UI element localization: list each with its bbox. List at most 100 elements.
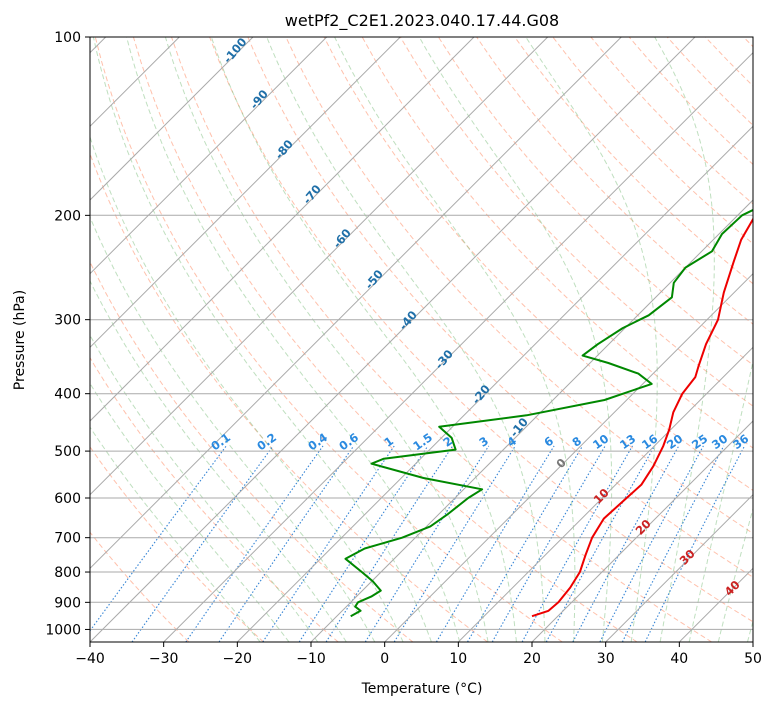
y-tick-label: 200 [54,208,81,224]
moist-adiabat [90,426,261,642]
mixing-ratio-label: 8 [569,434,584,450]
moist-adiabat-label: 10 [591,486,612,507]
dry-adiabat [132,37,638,642]
mixing-ratio-line [262,445,395,642]
isotherm [236,125,753,642]
x-tick-label: 0 [380,651,389,667]
dry-adiabat [399,37,753,407]
isotherm [310,199,753,642]
dry-adiabat [90,260,414,642]
dry-adiabat [514,37,753,285]
moist-adiabat [90,215,376,642]
x-tick-label: 40 [670,651,688,667]
isotherm [605,493,753,642]
mixing-ratio-label: 0.1 [208,430,233,453]
grid-lines [90,37,753,642]
moist-adiabat [210,37,517,642]
temperature-line [531,217,753,618]
dry-adiabat [476,37,753,325]
isotherm [90,37,549,496]
mixing-ratio-line [364,445,490,642]
isotherm [90,37,401,349]
y-tick-label: 500 [54,444,81,460]
mixing-ratio-label: 25 [689,431,710,452]
moist-adiabat-label: 40 [722,578,743,599]
mixing-ratio-line [467,445,584,642]
isotherm [90,37,696,642]
isotherm [457,346,753,642]
dry-adiabat-label: -30 [432,347,456,372]
moist-adiabat [525,37,658,642]
mixing-ratio-label: 13 [617,431,638,452]
dry-adiabat [90,356,339,642]
moist-adiabat [126,37,461,642]
x-tick-label: 10 [449,651,467,667]
dry-adiabat [209,37,753,623]
isotherm [384,272,753,642]
dry-adiabat-label: -40 [396,308,420,333]
isotherm [90,37,254,201]
dry-adiabat [323,37,753,491]
y-tick-label: 700 [54,531,81,547]
isotherm [163,51,753,642]
dry-adiabat [247,37,753,578]
isotherm [90,37,475,422]
moist-adiabat-label: 0 [553,455,569,471]
dry-adiabat [171,37,712,642]
moist-adiabat [654,37,715,642]
mixing-ratio-line [185,445,324,642]
dry-adiabat-label: -60 [330,226,354,251]
y-tick-label: 800 [54,565,81,581]
x-tick-label: −40 [75,651,105,667]
x-tick-label: −10 [296,651,326,667]
mixing-ratio-label: 3 [476,434,491,450]
dry-adiabat [90,152,488,642]
mixing-ratio-label: 6 [541,434,556,450]
moist-adiabat [717,506,753,642]
mixing-ratio-label: 30 [709,431,730,452]
dry-adiabat [285,37,753,535]
dry-adiabat-label: -20 [469,382,493,407]
dry-adiabat-label: -70 [300,182,324,207]
mixing-ratio-line [131,445,274,642]
dry-adiabat [94,37,563,642]
y-tick-label: 900 [54,595,81,611]
isotherm [531,420,753,642]
moist-adiabat [418,37,613,642]
moist-adiabat [164,37,489,642]
mixing-ratio-line [644,445,746,642]
x-tick-label: 50 [744,651,762,667]
mixing-ratio-line [521,445,633,642]
isotherm [90,37,622,570]
dry-adiabat [704,37,753,87]
mixing-ratio-label: 10 [590,431,611,452]
mixing-ratio-label: 16 [639,431,660,452]
mixing-ratio-label: 1.5 [410,430,435,453]
y-tick-label: 1000 [45,622,81,638]
dry-adiabat [743,37,753,48]
isotherm [752,641,753,642]
background-lines [90,37,753,642]
dry-adiabat [90,531,190,642]
mixing-ratio-label: 0.2 [254,430,279,453]
mixing-ratio-line [491,445,606,642]
isotherm [90,37,328,275]
x-tick-label: −30 [149,651,179,667]
mixing-ratio-label: 0.6 [336,430,361,453]
moist-adiabat [92,37,432,642]
dry-adiabat [437,37,753,366]
mixing-ratio-line [435,445,555,642]
x-tick-label: 30 [597,651,615,667]
dry-adiabat [90,446,264,642]
moist-adiabat [90,334,319,642]
chart-title: wetPf2_C2E1.2023.040.17.44.G08 [285,11,559,31]
y-ticks: 100 200 300 400 500 600 700 800 900 1000 [45,30,90,638]
dry-adiabat-label: -80 [272,137,296,162]
dry-adiabat-label: -100 [220,35,249,66]
mixing-ratio-line [572,445,680,642]
dry-adiabat-label: -50 [362,267,386,292]
moist-adiabat [334,37,576,642]
y-tick-label: 400 [54,387,81,403]
mixing-ratio-line [325,445,454,642]
